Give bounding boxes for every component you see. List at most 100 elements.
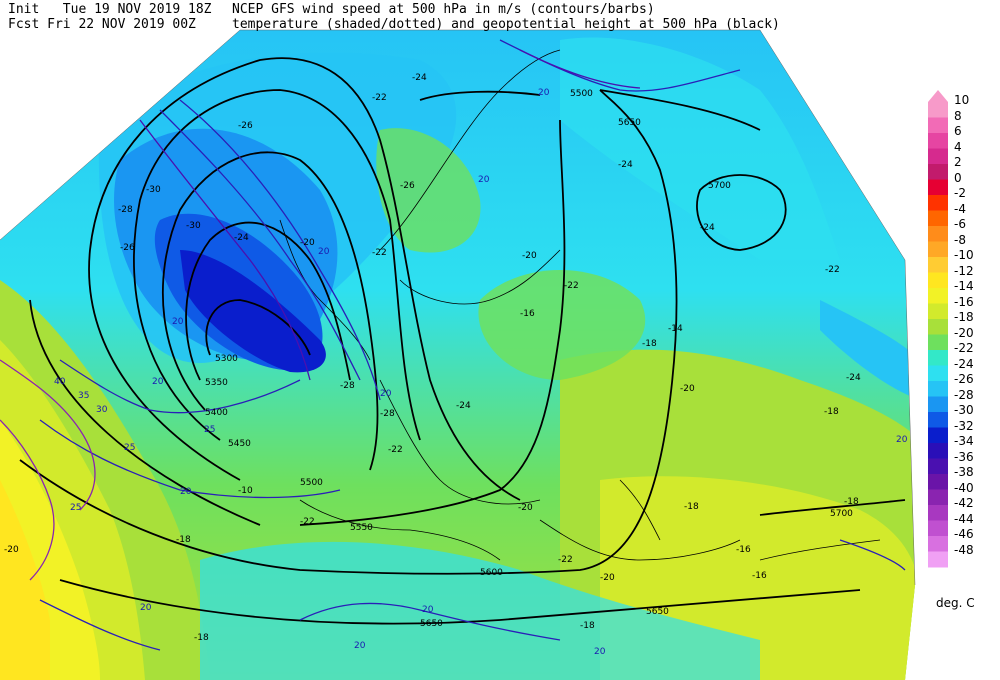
wind-contours [0, 39, 906, 651]
colorbar-swatch [928, 164, 948, 180]
colorbar-tick-label: -14 [954, 279, 974, 293]
temp-label: -16 [736, 545, 751, 555]
colorbar-tick-label: -18 [954, 310, 974, 324]
temp-label: -28 [118, 205, 133, 215]
product-title-line2: temperature (shaded/dotted) and geopoten… [232, 17, 780, 32]
temperature-field [0, 30, 915, 680]
colorbar [928, 90, 948, 568]
colorbar-swatch [928, 520, 948, 537]
height-label: 5400 [205, 408, 228, 418]
colorbar-swatch [928, 365, 948, 382]
colorbar-swatch [928, 334, 948, 351]
height-label: 5650 [646, 607, 669, 617]
colorbar-swatch [928, 458, 948, 475]
colorbar-tick-label: -32 [954, 418, 974, 433]
temp-label: -24 [846, 373, 861, 383]
height-label: 5650 [618, 118, 641, 128]
wind-label: 20 [172, 317, 184, 327]
colorbar-tick-label: -20 [954, 325, 974, 340]
colorbar-tick-label: 10 [954, 93, 970, 107]
colorbar-swatch [928, 210, 948, 227]
wind-label: 20 [478, 175, 490, 185]
colorbar-swatch [928, 241, 948, 258]
wind-label: 20 [140, 603, 152, 613]
temp-label: -18 [844, 497, 859, 507]
temp-label: -20 [522, 251, 537, 261]
temp-label: -18 [176, 535, 191, 545]
temp-label: -26 [120, 243, 135, 253]
colorbar-tick-label: -44 [954, 511, 974, 526]
temp-label-group: -30 -28 -26 -24 -22 -20 -18 -16 -14 -20 … [4, 73, 861, 643]
colorbar-swatch [928, 195, 948, 211]
temp-label: -30 [146, 185, 161, 195]
temp-label: -16 [520, 309, 535, 319]
height-contours [19, 57, 906, 625]
temp-label: -24 [234, 233, 249, 243]
colorbar-tick-label: -34 [954, 434, 974, 448]
temp-label: -24 [412, 73, 427, 83]
colorbar-tick-label: -12 [954, 263, 974, 278]
temp-label: -18 [580, 621, 595, 631]
temp-label: -22 [564, 281, 579, 291]
wind-label: 20 [380, 389, 392, 399]
colorbar-swatch [928, 536, 948, 552]
temp-label: -10 [238, 486, 253, 496]
colorbar-tick-label: -6 [954, 217, 966, 231]
colorbar-swatch [928, 443, 948, 459]
height-label: 5550 [350, 523, 373, 533]
wind-label: 30 [96, 405, 108, 415]
colorbar-tick-label: -30 [954, 403, 974, 417]
colorbar-swatch [928, 396, 948, 413]
colorbar-tick-label: -4 [954, 201, 966, 216]
wind-label-group: 20 25 30 35 40 20 25 20 20 20 20 20 20 2… [54, 88, 908, 657]
wind-label: 20 [354, 641, 366, 651]
fcst-line: Fcst Fri 22 NOV 2019 00Z [8, 17, 196, 32]
colorbar-swatch [928, 117, 948, 134]
wind-label: 25 [124, 443, 135, 453]
product-title-line1: NCEP GFS wind speed at 500 hPa in m/s (c… [232, 2, 655, 17]
colorbar-tick-label: -8 [954, 232, 966, 247]
temp-label: -20 [300, 238, 315, 248]
colorbar-swatch [928, 412, 948, 428]
colorbar-tick-label: 0 [954, 170, 962, 185]
temp-label: -20 [680, 384, 695, 394]
colorbar-tick-label: -2 [954, 186, 966, 200]
height-label: 5600 [480, 568, 503, 578]
wind-label: 20 [896, 435, 908, 445]
colorbar-top-arrow [928, 90, 948, 102]
wind-label: 25 [70, 503, 81, 513]
colorbar-tick-label: -46 [954, 527, 974, 541]
colorbar-tick-label: 2 [954, 155, 962, 169]
temp-label: -28 [340, 381, 355, 391]
height-label: 5350 [205, 378, 228, 388]
temp-label: -22 [300, 517, 315, 527]
init-time: Tue 19 NOV 2019 18Z [62, 2, 212, 17]
colorbar-swatch [928, 102, 948, 118]
colorbar-tick-label: -28 [954, 387, 974, 402]
colorbar-swatch [928, 257, 948, 273]
temp-label: -22 [372, 93, 387, 103]
colorbar-tick-label: 4 [954, 139, 962, 154]
colorbar-tick-label: -26 [954, 372, 974, 386]
colorbar-swatch [928, 474, 948, 490]
colorbar-unit: deg. C [936, 596, 975, 610]
colorbar-tick-label: -38 [954, 465, 974, 479]
height-label-group: 5300 5350 5400 5450 5500 5550 5600 5650 … [205, 89, 853, 629]
colorbar-swatch [928, 226, 948, 242]
temp-label: -22 [825, 265, 840, 275]
colorbar-swatch [928, 148, 948, 165]
colorbar-tick-label: -42 [954, 496, 974, 510]
height-label: 5450 [228, 439, 251, 449]
map-frame [0, 29, 916, 586]
fcst-time: Fri 22 NOV 2019 00Z [47, 17, 196, 32]
colorbar-swatch [928, 505, 948, 521]
colorbar-tick-label: -10 [954, 248, 974, 262]
temp-label: -14 [668, 324, 683, 334]
height-label: 5650 [420, 619, 443, 629]
colorbar-swatch [928, 179, 948, 196]
wind-label: 20 [180, 487, 192, 497]
colorbar-swatch [928, 350, 948, 366]
temp-label: -16 [752, 571, 767, 581]
colorbar-swatch [928, 489, 948, 506]
